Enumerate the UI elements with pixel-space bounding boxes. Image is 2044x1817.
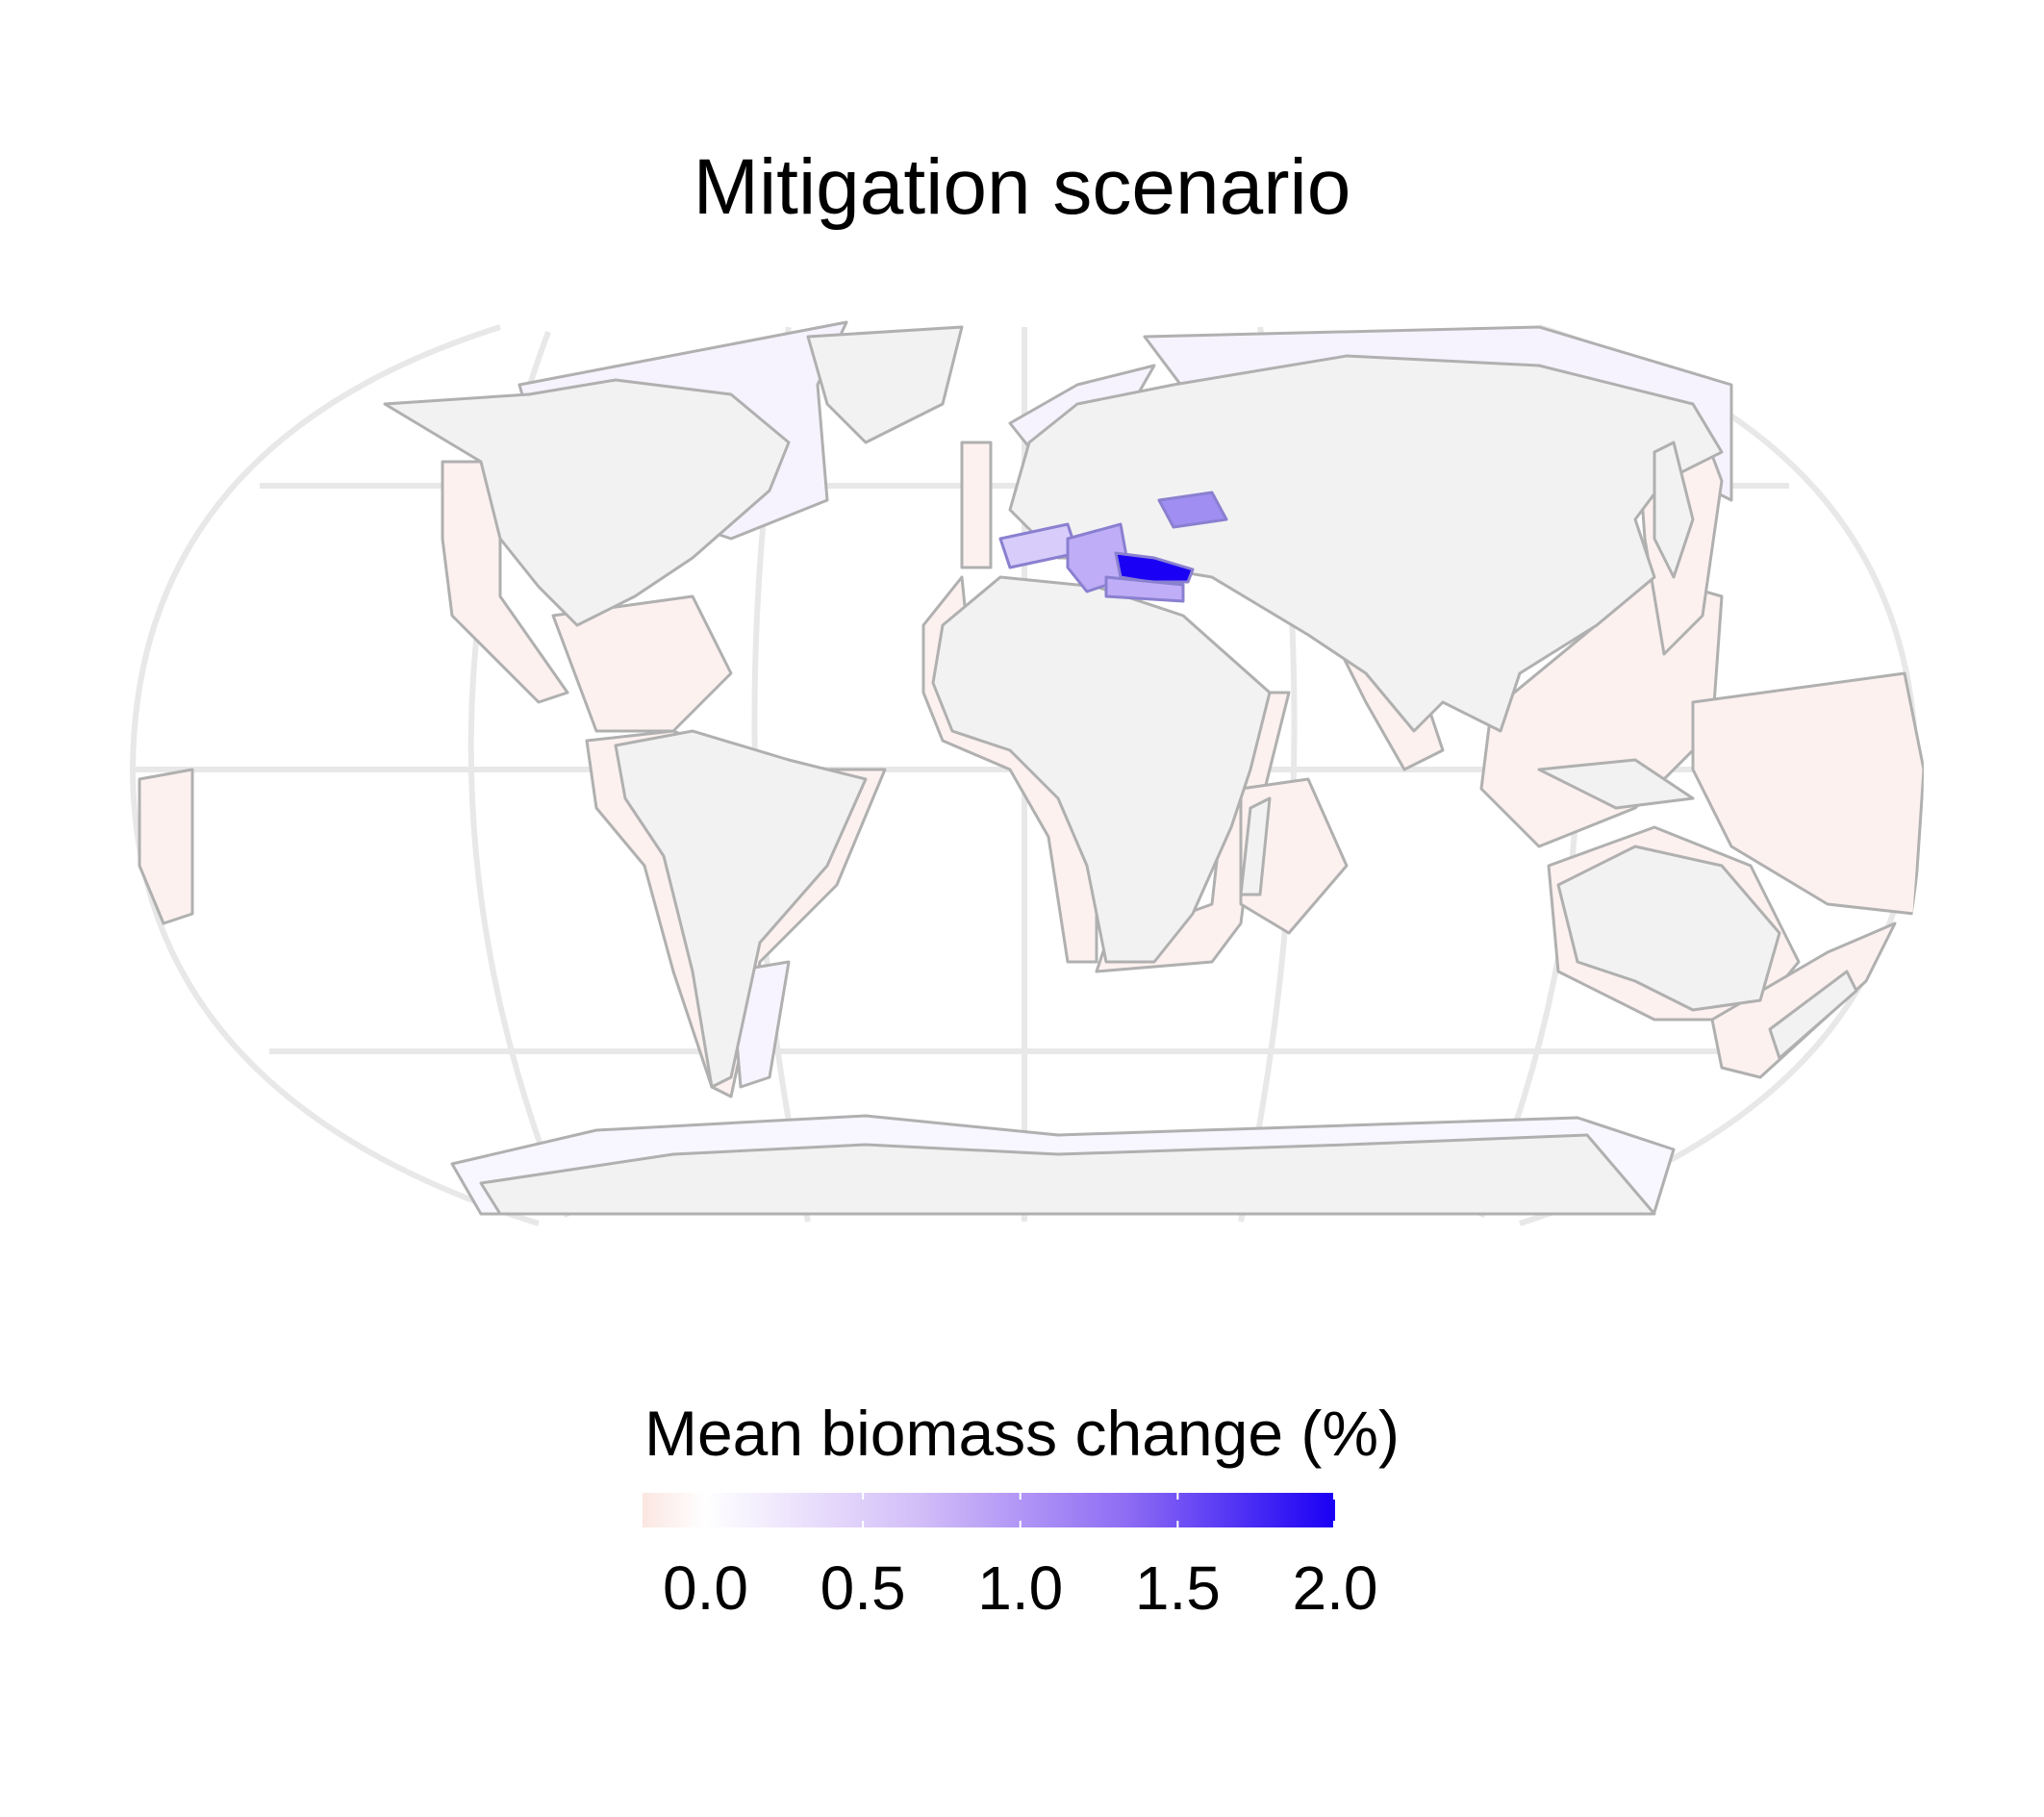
eez-central-america <box>551 594 733 733</box>
map-title: Mitigation scenario <box>693 143 1351 231</box>
africa <box>931 575 1272 964</box>
landmasses <box>383 325 1858 1216</box>
legend-title: Mean biomass change (%) <box>643 1398 1401 1469</box>
legend-ticks <box>704 1493 1335 1527</box>
eez-new-zealand <box>1710 921 1897 1079</box>
legend-tick-label: 0.0 <box>662 1553 748 1623</box>
high-change-zones <box>998 491 1228 603</box>
legend-gradient <box>643 1493 1335 1527</box>
legend-tick-label: 1.0 <box>977 1553 1064 1623</box>
australia <box>1556 845 1781 1012</box>
europe-asia <box>1008 354 1724 733</box>
south-america <box>614 729 868 1089</box>
eez-pacific-islands <box>138 768 194 925</box>
eez-western-mediterranean <box>998 522 1079 569</box>
legend-tick-label: 2.0 <box>1292 1553 1378 1623</box>
eez-iberia <box>960 441 993 569</box>
legend-tick-label: 0.5 <box>820 1553 906 1623</box>
color-legend-bar <box>643 1493 1335 1527</box>
southeast-asia-islands <box>1537 758 1695 810</box>
antarctica <box>479 1133 1656 1216</box>
greenland <box>806 325 964 444</box>
new-zealand <box>1768 970 1858 1060</box>
legend-tick-label: 1.5 <box>1134 1553 1221 1623</box>
eez-west-pacific <box>1691 671 1924 916</box>
madagascar <box>1239 796 1272 896</box>
eez-black-sea <box>1157 491 1228 529</box>
north-america <box>383 378 791 627</box>
globe-outline <box>129 324 540 1226</box>
japan <box>1653 441 1695 579</box>
eez-libya-egypt <box>1104 575 1185 603</box>
